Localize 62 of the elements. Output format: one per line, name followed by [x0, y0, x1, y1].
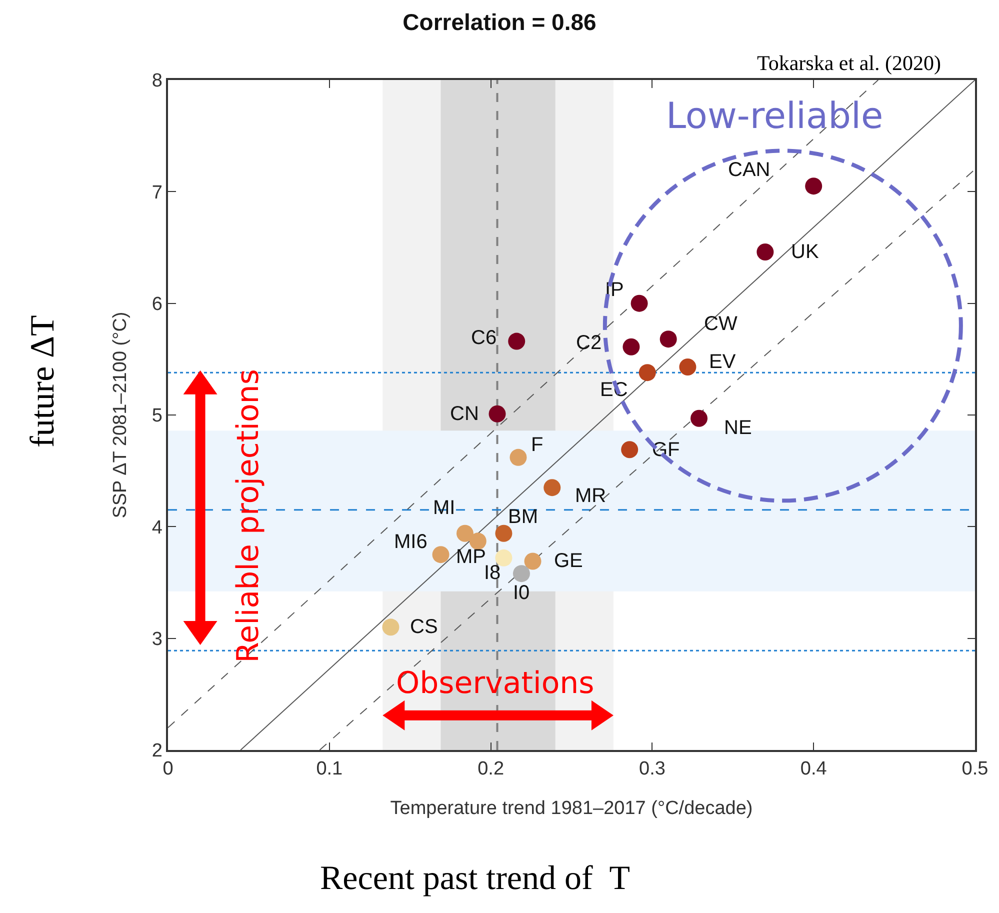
y-tick-label: 6 [152, 294, 162, 315]
y-tick-label: 5 [152, 406, 162, 427]
annotation: CN [450, 403, 479, 425]
annotation: IP [605, 279, 624, 301]
annotation: I0 [513, 582, 530, 604]
annotation: MP [456, 546, 486, 568]
annotation: C2 [576, 332, 602, 354]
point [805, 178, 822, 195]
annotation: Reliable projections [230, 369, 266, 663]
point [660, 330, 677, 348]
text: Tokarska et al. (2020) [757, 51, 941, 75]
annotation: Low-reliable [666, 96, 884, 137]
point [622, 338, 640, 356]
point [508, 332, 526, 350]
point [469, 532, 486, 550]
y-tick-label: 2 [152, 740, 162, 762]
annotation: EV [709, 351, 736, 373]
text: Recent past trend of T [320, 860, 630, 897]
y-tick-label: 3 [152, 628, 162, 650]
annotation: I8 [484, 562, 501, 584]
point [488, 405, 506, 422]
point [382, 618, 400, 636]
annotation: UK [791, 241, 820, 263]
x-tick-label: 0.2 [478, 758, 504, 780]
point [495, 549, 512, 566]
annotation: Observations [396, 666, 594, 701]
point [510, 448, 527, 466]
point [544, 479, 561, 496]
annotation: MI [433, 497, 456, 519]
annotation: F [531, 434, 544, 456]
x-tick-label: 0.4 [800, 758, 828, 780]
point [456, 524, 474, 542]
x-tick-label: 0 [162, 758, 174, 780]
point [679, 358, 696, 376]
annotation: GE [554, 550, 583, 572]
annotation: CAN [728, 159, 770, 181]
x-axis-title: Temperature trend 1981–2017 (°C/decade) [390, 798, 753, 819]
point [524, 552, 542, 570]
x-tick-label: 0.5 [962, 758, 988, 780]
point [495, 524, 512, 542]
point [690, 410, 708, 427]
y-tick-label: 4 [152, 517, 163, 538]
y-tick-label: 8 [152, 70, 162, 92]
chart-title: Correlation = 0.86 [402, 8, 596, 35]
point [638, 364, 656, 382]
annotation: MI6 [394, 531, 428, 553]
annotation: NE [724, 417, 752, 439]
x-tick-label: 0.3 [638, 758, 666, 780]
annotation: BM [508, 506, 538, 528]
point [512, 565, 530, 582]
y-tick-label: 7 [152, 182, 162, 204]
point [630, 294, 648, 312]
point [621, 441, 638, 458]
y-axis-title: SSP ΔT 2081–2100 (°C) [110, 312, 132, 518]
point [432, 546, 450, 564]
text: future ΔT [24, 314, 62, 448]
annotation: CS [410, 616, 438, 638]
annotation: CW [704, 313, 738, 335]
x-tick-label: 0.1 [316, 758, 343, 780]
point [756, 243, 774, 260]
annotation: MR [575, 485, 606, 507]
annotation: C6 [471, 327, 497, 349]
